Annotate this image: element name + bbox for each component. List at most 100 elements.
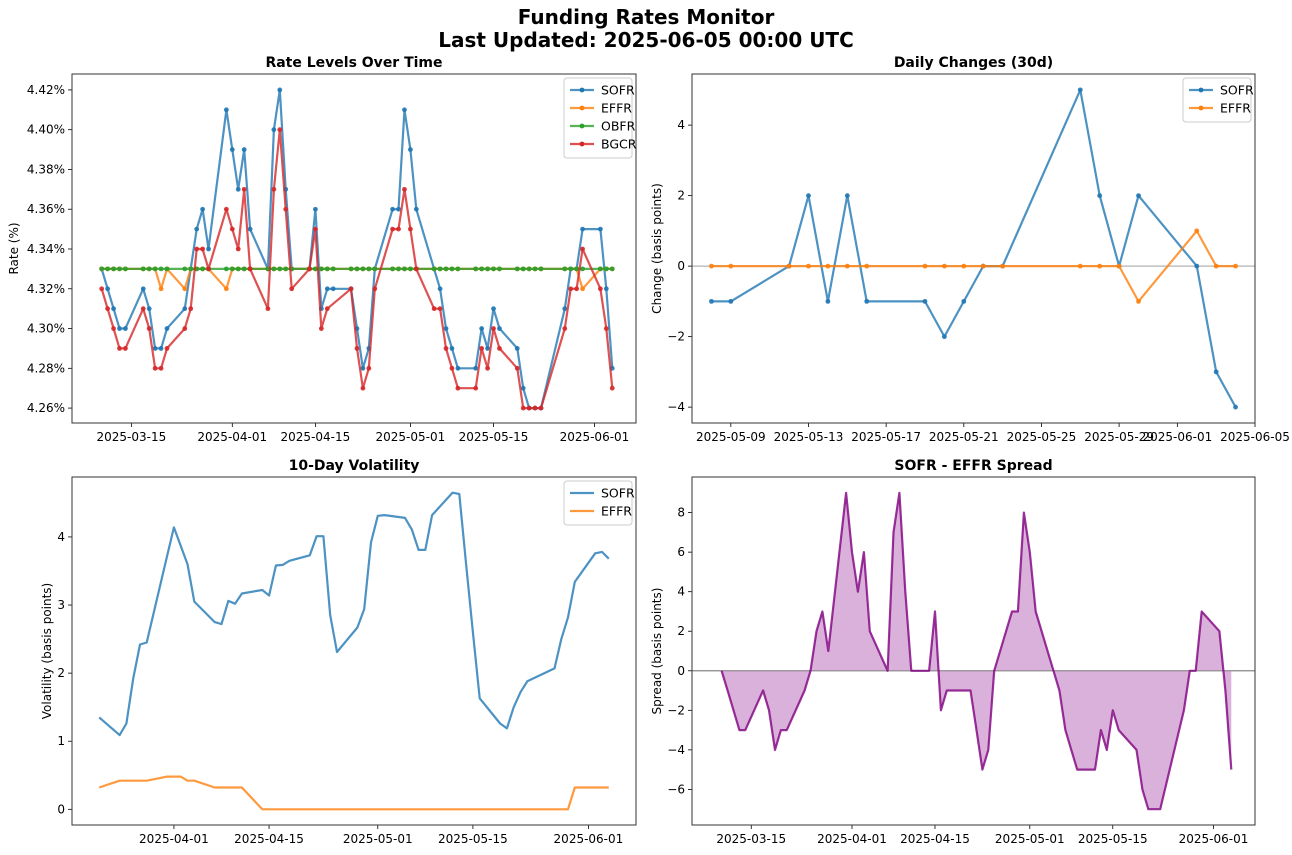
legend-label-sofr: SOFR (601, 83, 635, 98)
data-point-bgcr (431, 306, 437, 312)
data-point-sofr (514, 346, 520, 351)
data-point-effr (864, 263, 870, 269)
data-point-effr (1213, 263, 1219, 269)
y-tick-label: 4.32% (27, 282, 65, 296)
data-point-obfr (431, 266, 437, 272)
x-tick-label: 2025-03-15 (96, 430, 166, 444)
x-tick-label: 2025-04-15 (234, 832, 304, 846)
data-point-obfr (354, 266, 360, 272)
data-point-sofr (396, 206, 401, 212)
data-point-obfr (402, 266, 407, 272)
data-point-bgcr (223, 206, 229, 212)
data-point-bgcr (491, 326, 496, 331)
data-point-obfr (449, 266, 455, 272)
x-tick-label: 2025-05-15 (459, 430, 529, 444)
data-point-bgcr (247, 266, 253, 272)
data-point-obfr (390, 266, 395, 272)
y-tick-label: 4.40% (27, 123, 65, 137)
figure-title-line1: Funding Rates Monitor (518, 5, 775, 29)
data-point-bgcr (609, 385, 615, 391)
data-point-obfr (372, 266, 378, 272)
data-point-obfr (223, 266, 229, 272)
data-point-obfr (229, 266, 235, 272)
data-point-sofr (117, 326, 122, 331)
y-tick-label: −4 (667, 400, 685, 414)
data-point-bgcr (497, 346, 502, 351)
data-point-sofr (123, 326, 128, 331)
data-point-bgcr (318, 326, 324, 331)
data-point-obfr (105, 266, 111, 272)
legend-label-obfr: OBFR (601, 119, 636, 134)
legend: SOFR EFFR (1182, 77, 1254, 123)
data-point-sofr (728, 298, 734, 304)
data-point-effr (806, 263, 811, 269)
data-point-sofr (1136, 193, 1141, 199)
x-tick-label: 2025-06-01 (560, 430, 630, 444)
rate-levels-chart: Rate Levels Over Time Rate (%) 4.26% 4.28% 4… (7, 55, 637, 444)
data-point-bgcr (568, 286, 574, 292)
data-point-sofr (241, 147, 247, 152)
x-tick-label: 2025-05-01 (376, 430, 446, 444)
legend: SOFR EFFR (563, 480, 635, 526)
data-point-sofr (825, 298, 831, 304)
data-point-bgcr (277, 127, 283, 133)
data-point-obfr (491, 266, 496, 272)
data-point-sofr (194, 226, 200, 232)
data-point-effr (1194, 228, 1200, 234)
x-tick-label: 2025-06-01 (1179, 832, 1249, 846)
legend-label-sofr: SOFR (1220, 83, 1254, 98)
data-point-bgcr (390, 226, 395, 232)
data-point-sofr (390, 206, 395, 212)
x-tick-label: 2025-05-29 (1084, 430, 1154, 444)
data-point-sofr (206, 246, 211, 252)
x-tick-label: 2025-05-09 (696, 430, 766, 444)
y-tick-label: 0 (57, 802, 65, 816)
y-tick-label: 6 (677, 545, 685, 559)
data-point-obfr (158, 266, 164, 272)
data-point-bgcr (348, 286, 354, 292)
daily-changes-chart: Daily Changes (30d) Change (basis points)… (650, 55, 1290, 444)
data-point-effr (844, 263, 850, 269)
y-tick-label: 4.26% (27, 401, 65, 415)
volatility-chart: 10-Day Volatility Volatility (basis point… (40, 458, 637, 846)
data-point-bgcr (164, 346, 170, 351)
data-point-sofr (491, 306, 496, 312)
data-point-sofr (473, 365, 479, 371)
data-point-obfr (532, 266, 538, 272)
series-line-effr (98, 775, 609, 811)
data-point-sofr (1097, 193, 1103, 199)
y-tick-label: 1 (57, 734, 65, 748)
y-tick-label: −4 (667, 743, 685, 757)
data-point-sofr (158, 346, 164, 351)
data-point-effr (1136, 298, 1141, 304)
data-point-bgcr (526, 405, 532, 411)
data-point-obfr (568, 266, 574, 272)
data-point-obfr (609, 266, 615, 272)
x-tick-label: 2025-06-05 (1220, 430, 1290, 444)
data-point-bgcr (396, 226, 401, 232)
data-point-obfr (580, 266, 585, 272)
y-tick-label: 4.42% (27, 83, 65, 97)
data-point-bgcr (194, 246, 200, 252)
data-point-effr (709, 263, 714, 269)
data-point-sofr (235, 186, 241, 192)
data-point-bgcr (413, 266, 419, 272)
chart-title: 10-Day Volatility (289, 458, 420, 474)
data-point-sofr (520, 385, 526, 391)
data-point-sofr (1194, 263, 1200, 269)
data-point-obfr (140, 266, 146, 272)
data-point-sofr (844, 193, 850, 199)
data-point-sofr (402, 107, 407, 113)
data-point-obfr (437, 266, 443, 272)
axes-frame (691, 73, 1256, 424)
data-point-bgcr (105, 306, 111, 312)
data-point-sofr (277, 87, 283, 93)
data-point-obfr (318, 266, 324, 272)
y-tick-label: −6 (667, 782, 685, 796)
x-tick-label: 2025-04-01 (197, 430, 267, 444)
y-tick-label: 4.36% (27, 202, 65, 216)
data-point-sofr (324, 286, 330, 292)
data-point-bgcr (324, 306, 330, 312)
y-tick-label: 0 (677, 259, 685, 273)
y-tick-label: 4.34% (27, 242, 65, 256)
